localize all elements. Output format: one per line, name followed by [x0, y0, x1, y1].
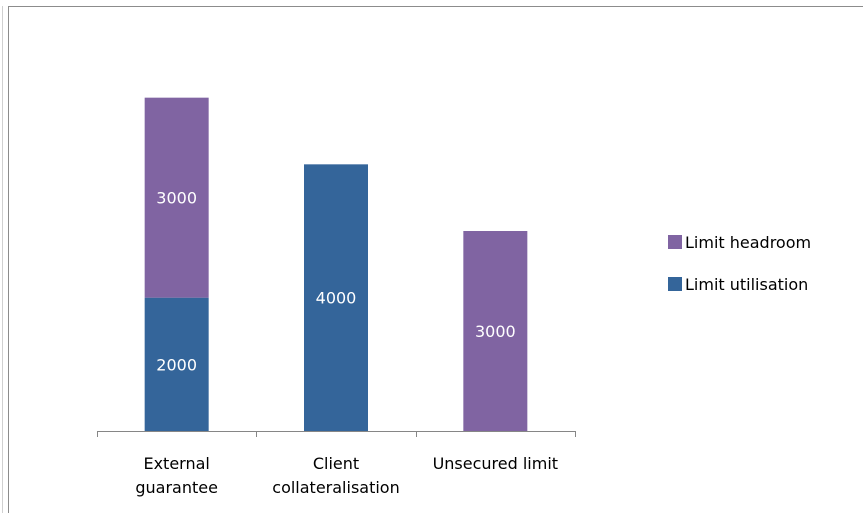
category-label-1-1: collateralisation [272, 478, 399, 497]
bar-limit-utilisation-0 [144, 297, 209, 431]
data-label-2: 4000 [316, 289, 357, 308]
bar-limit-headroom-0 [144, 97, 209, 298]
chart-border-top [8, 6, 863, 7]
data-label-1: 3000 [156, 189, 197, 208]
legend-label-limit-headroom: Limit headroom [685, 233, 811, 252]
bar-limit-headroom-2 [463, 231, 528, 431]
data-label-3: 3000 [475, 322, 516, 341]
chart-border-left [8, 6, 9, 513]
legend-label-limit-utilisation: Limit utilisation [685, 275, 808, 294]
category-label-0-1: guarantee [135, 478, 218, 497]
outer-border-line [2, 6, 3, 513]
legend-swatch-limit-headroom [668, 235, 682, 249]
legend-swatch-limit-utilisation [668, 277, 682, 291]
category-label-1-0: Client [313, 454, 359, 473]
category-label-0-0: External [143, 454, 209, 473]
bar-limit-utilisation-1 [304, 164, 368, 432]
category-label-2-0: Unsecured limit [433, 454, 558, 473]
data-label-0: 2000 [156, 355, 197, 374]
